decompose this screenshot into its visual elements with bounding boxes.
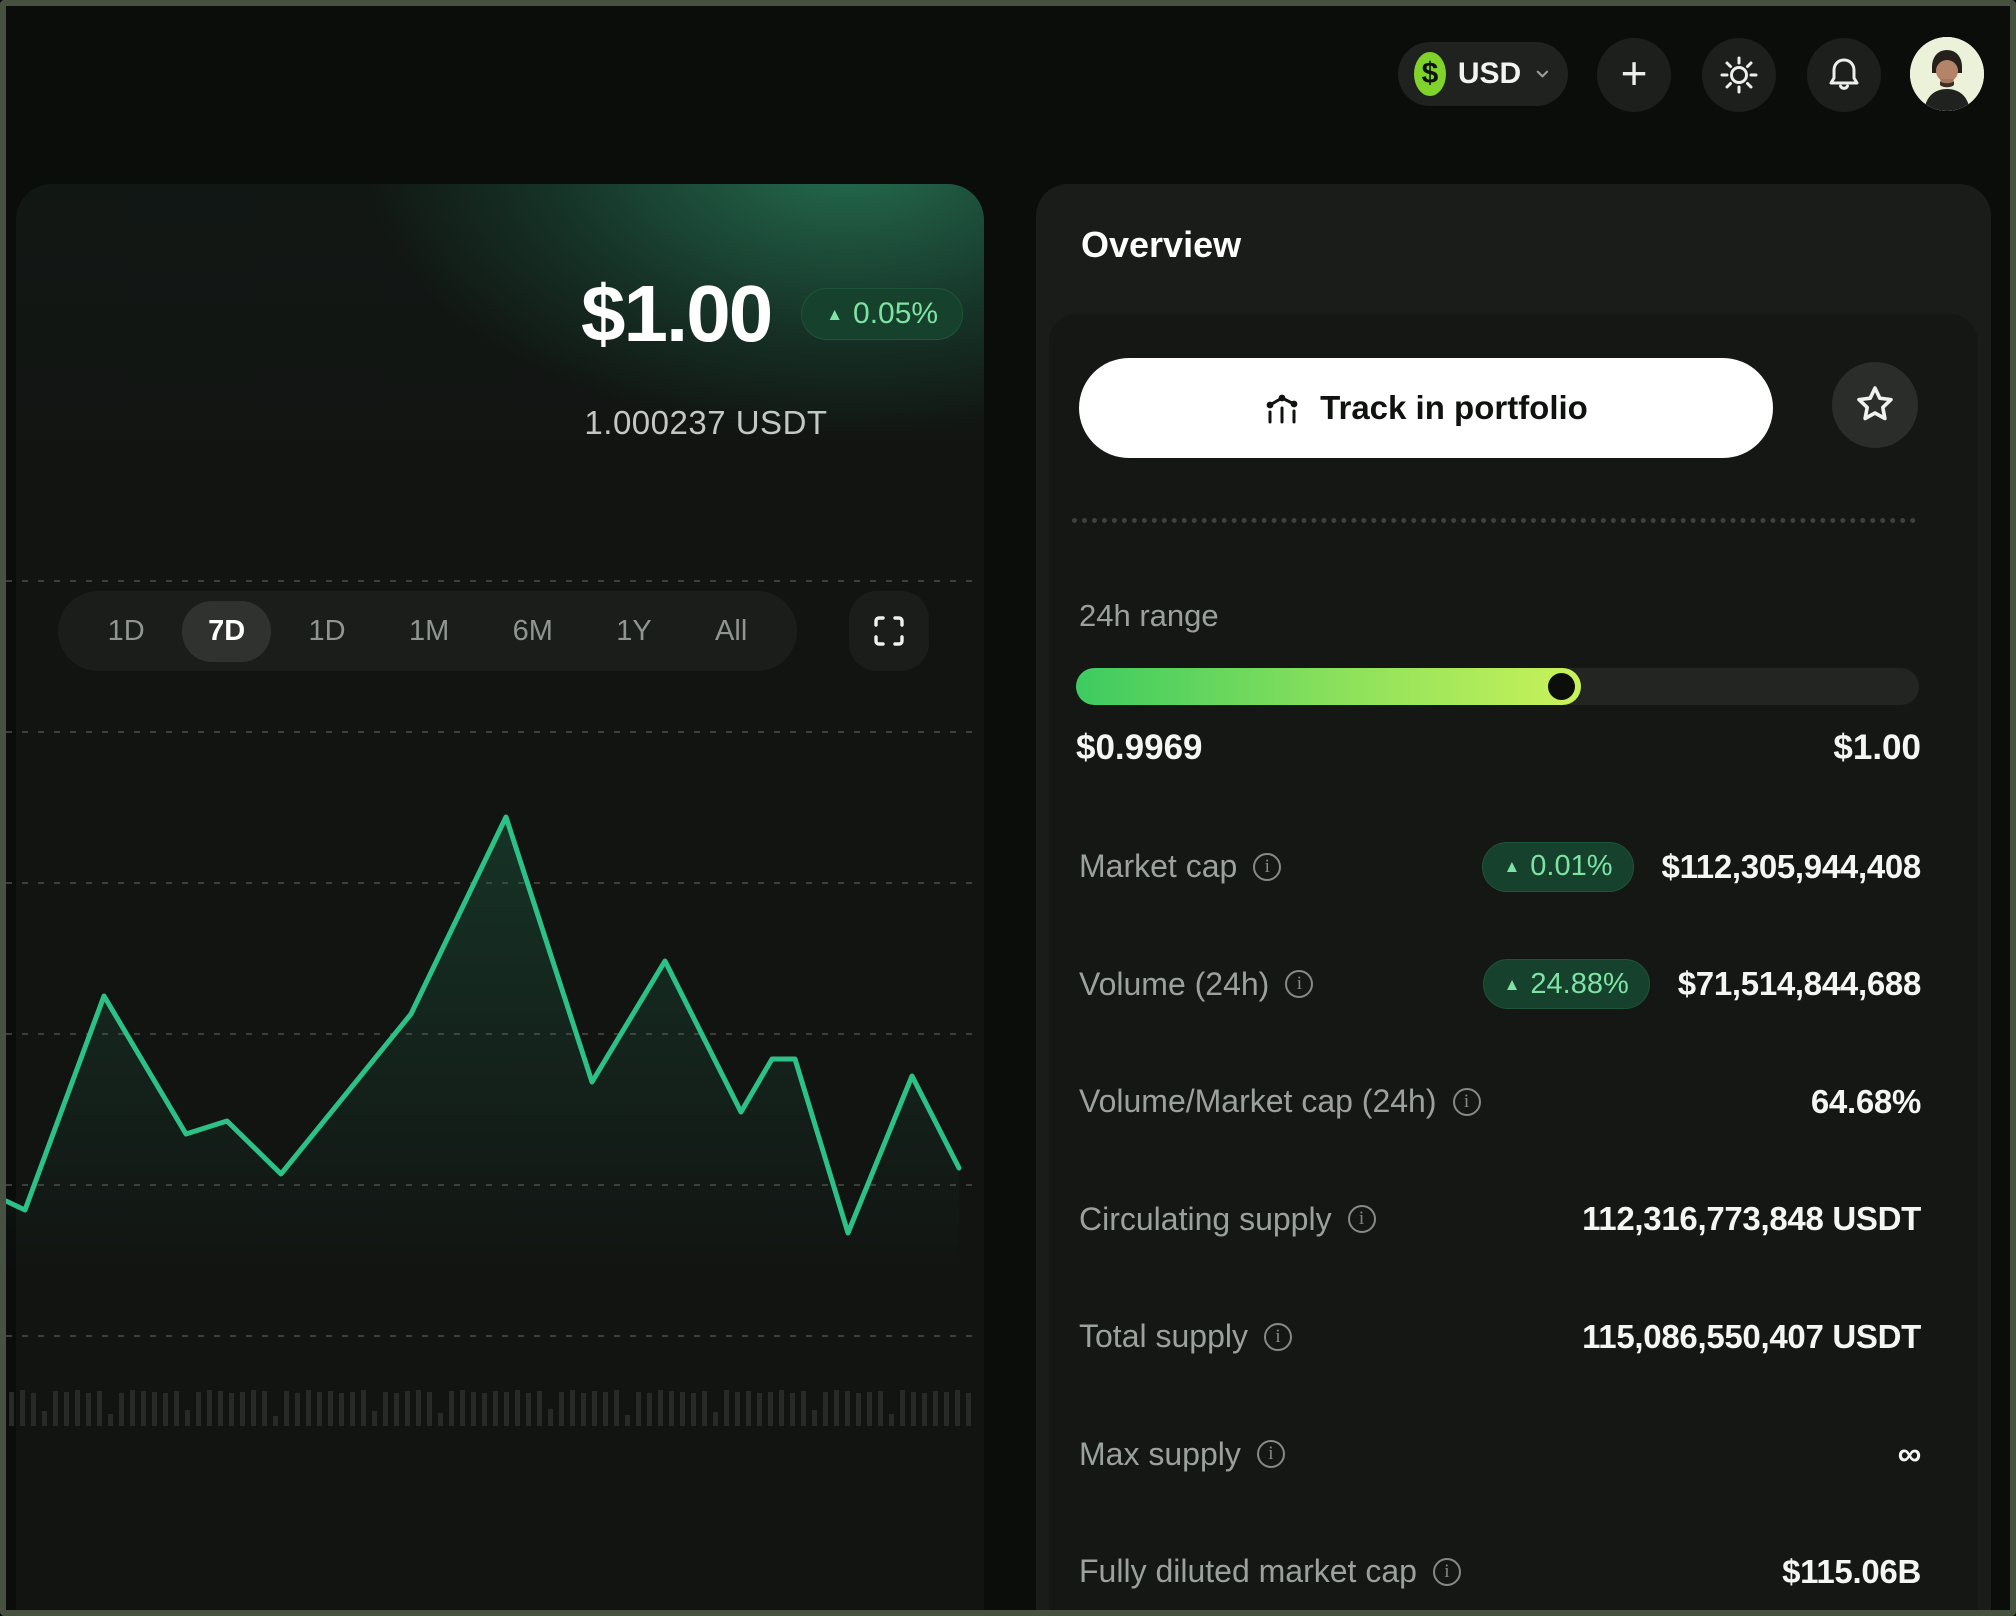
green-glow-gradient bbox=[16, 184, 984, 534]
price-change-value: 0.05% bbox=[853, 297, 939, 330]
range-button-6m-4[interactable]: 6M bbox=[512, 614, 553, 647]
info-icon[interactable]: i bbox=[1256, 1440, 1285, 1469]
info-icon[interactable]: i bbox=[1432, 1557, 1461, 1586]
stat-row: Fully diluted market cap i $115.06B bbox=[1079, 1513, 1921, 1610]
add-button[interactable]: + bbox=[1597, 38, 1671, 112]
current-price: $1.00 bbox=[581, 269, 773, 358]
stat-label: Volume (24h) bbox=[1079, 965, 1270, 1002]
bell-icon bbox=[1829, 58, 1859, 90]
range-button-1d-2[interactable]: 1D bbox=[308, 614, 346, 647]
stat-value: ∞ bbox=[1897, 1435, 1922, 1473]
dotted-divider bbox=[1072, 518, 1916, 523]
stat-change-badge: ▲ 0.01% bbox=[1482, 841, 1634, 892]
range-button-1m-3[interactable]: 1M bbox=[408, 614, 450, 647]
stat-label: Fully diluted market cap bbox=[1079, 1553, 1417, 1590]
range-24h-marker bbox=[1548, 673, 1575, 700]
chart-price-line bbox=[6, 814, 962, 1236]
info-icon[interactable]: i bbox=[1347, 1205, 1376, 1234]
favorite-button[interactable] bbox=[1832, 362, 1918, 448]
up-triangle-icon: ▲ bbox=[826, 304, 844, 324]
star-icon bbox=[1857, 386, 1893, 421]
range-button-7d-1[interactable]: 7D bbox=[182, 600, 272, 662]
stat-change-value: 24.88% bbox=[1530, 967, 1629, 1000]
info-icon[interactable]: i bbox=[1263, 1322, 1292, 1351]
stat-change-badge: ▲ 24.88% bbox=[1482, 959, 1650, 1010]
stat-value: $115.06B bbox=[1782, 1552, 1921, 1590]
plus-icon: + bbox=[1620, 47, 1648, 99]
price-in-usdt: 1.000237 USDT bbox=[584, 404, 828, 441]
stat-row: Market cap i ▲ 0.01% $112,305,944,408 bbox=[1079, 808, 1921, 926]
fullscreen-button[interactable] bbox=[849, 591, 929, 671]
stat-row: Total supply i 115,086,550,407 USDT bbox=[1079, 1278, 1921, 1396]
range-buttons: 1D 7D 1D 1M 6M 1Y All bbox=[58, 591, 797, 671]
price-row: $1.00 ▲ 0.05% bbox=[581, 268, 964, 360]
price-line-chart[interactable] bbox=[6, 528, 974, 1444]
chevron-down-icon bbox=[1536, 70, 1549, 78]
range-button-1y-5[interactable]: 1Y bbox=[616, 614, 652, 647]
range-24h-high: $1.00 bbox=[1833, 728, 1921, 767]
stat-change-value: 0.01% bbox=[1530, 850, 1613, 883]
stat-value: $71,514,844,688 bbox=[1677, 965, 1922, 1003]
range-button-1d-0[interactable]: 1D bbox=[107, 614, 145, 647]
up-triangle-icon: ▲ bbox=[1503, 974, 1521, 994]
range-button-all-6[interactable]: All bbox=[715, 614, 748, 647]
stat-label: Volume/Market cap (24h) bbox=[1079, 1083, 1437, 1120]
stats-list: Market cap i ▲ 0.01% $112,305,944,408 Volume … bbox=[1079, 808, 1921, 1610]
stat-label: Market cap bbox=[1079, 848, 1238, 885]
fullscreen-icon bbox=[874, 616, 904, 646]
overview-title: Overview bbox=[1081, 224, 1242, 265]
stat-value: $112,305,944,408 bbox=[1661, 847, 1922, 885]
stat-row: Volume (24h) i ▲ 24.88% $71,514,844,688 bbox=[1079, 926, 1921, 1044]
portfolio-chart-icon bbox=[1266, 394, 1298, 424]
dollar-coin-icon: $ bbox=[1414, 52, 1446, 96]
currency-code-label: USD bbox=[1457, 57, 1522, 90]
stat-value: 115,086,550,407 USDT bbox=[1582, 1317, 1921, 1355]
info-icon[interactable]: i bbox=[1452, 1087, 1481, 1116]
range-24h-low: $0.9969 bbox=[1076, 728, 1203, 767]
price-change-badge: ▲ 0.05% bbox=[801, 288, 964, 340]
notifications-button[interactable] bbox=[1807, 38, 1881, 112]
up-triangle-icon: ▲ bbox=[1503, 857, 1521, 877]
currency-selector[interactable]: $ USD bbox=[1398, 42, 1568, 106]
info-icon[interactable]: i bbox=[1253, 852, 1282, 881]
info-icon[interactable]: i bbox=[1285, 970, 1314, 999]
user-avatar[interactable] bbox=[1910, 37, 1984, 111]
volume-bars bbox=[9, 1390, 971, 1426]
range-24h-slider bbox=[1076, 668, 1919, 705]
stat-label: Total supply bbox=[1079, 1318, 1248, 1355]
range-24h-fill bbox=[1076, 668, 1581, 705]
stat-label: Max supply bbox=[1079, 1435, 1241, 1472]
theme-toggle-button[interactable] bbox=[1702, 38, 1776, 112]
stat-value: 64.68% bbox=[1810, 1082, 1921, 1120]
avatar-illustration bbox=[1910, 37, 1984, 111]
stat-label: Circulating supply bbox=[1079, 1200, 1332, 1237]
chart-area-fill bbox=[6, 817, 959, 1426]
stat-row: Circulating supply i 112,316,773,848 USDT bbox=[1079, 1161, 1921, 1279]
stat-row: Max supply i ∞ bbox=[1079, 1396, 1921, 1514]
stat-value: 112,316,773,848 USDT bbox=[1582, 1200, 1921, 1238]
track-button-label: Track in portfolio bbox=[1320, 389, 1588, 426]
sun-icon bbox=[1720, 56, 1758, 94]
track-in-portfolio-button[interactable]: Track in portfolio bbox=[1079, 358, 1773, 458]
stat-row: Volume/Market cap (24h) i 64.68% bbox=[1079, 1043, 1921, 1161]
range-24h-label: 24h range bbox=[1079, 598, 1219, 633]
